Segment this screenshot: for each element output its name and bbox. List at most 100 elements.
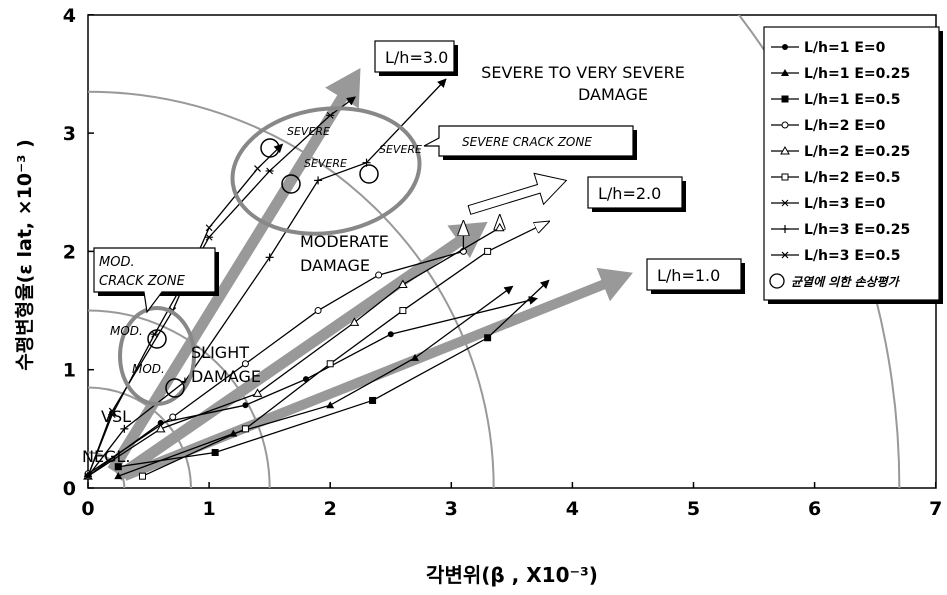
series-point — [155, 423, 166, 433]
series-point — [242, 402, 249, 409]
legend-marker — [780, 145, 790, 155]
crack-marker — [165, 378, 185, 398]
legend-label: L/h=2 E=0 — [804, 118, 886, 134]
series-point — [252, 388, 263, 397]
legend-crack-marker — [769, 273, 785, 289]
legend-label: L/h=1 E=0 — [804, 40, 886, 56]
legend-label: L/h=2 E=0.25 — [804, 144, 910, 160]
series-point — [387, 331, 394, 338]
legend-label: L/h=3 E=0.25 — [804, 222, 910, 238]
point-label-mod-2: MOD. — [132, 362, 165, 376]
callout-lh2-text: L/h=2.0 — [598, 184, 661, 203]
zone-label-moderate-2: DAMAGE — [300, 256, 370, 275]
series-point — [211, 449, 219, 457]
callout-mod-crack — [93, 247, 216, 314]
legend-label: L/h=1 E=0.25 — [804, 66, 910, 82]
x-tick-label: 2 — [324, 498, 337, 520]
point-label-severe-3: SEVERE — [379, 143, 422, 156]
series-point — [241, 360, 249, 368]
series-point — [84, 472, 92, 480]
series-point — [241, 425, 249, 433]
severe-crack-zone-ellipse — [230, 106, 422, 236]
series-point — [114, 463, 122, 471]
series-line — [142, 222, 548, 477]
crack-marker — [359, 164, 379, 184]
x-tick-label: 1 — [202, 498, 215, 520]
series-point — [397, 279, 408, 289]
x-tick-label: 6 — [808, 498, 821, 520]
x-tick-label: 3 — [445, 498, 458, 520]
axis-ticks: 0 1 2 3 4 5 6 7 0 1 2 3 4 — [63, 5, 943, 520]
series-point — [266, 167, 274, 175]
zone-label-severe: SEVERE TO VERY SEVERE — [481, 63, 685, 82]
damage-boundary — [88, 90, 495, 488]
crack-marker — [260, 138, 280, 158]
series-lines — [83, 78, 550, 481]
zone-label-severe-2: DAMAGE — [578, 85, 648, 104]
callout-mod-crack-text-2: CRACK ZONE — [99, 274, 186, 289]
series-point — [484, 334, 492, 342]
x-tick-label: 4 — [566, 498, 579, 520]
series-point — [369, 396, 377, 404]
series-point — [205, 233, 213, 241]
callout-mod-crack-text-1: MOD. — [99, 255, 135, 270]
legend-label: L/h=2 E=0.5 — [804, 170, 900, 186]
y-tick-label: 2 — [63, 241, 76, 263]
callout-lh3-text: L/h=3.0 — [385, 48, 448, 67]
y-tick-label: 4 — [63, 5, 76, 27]
legend-label: L/h=1 E=0.5 — [804, 92, 900, 108]
series-point — [205, 224, 213, 232]
series-line — [118, 279, 550, 468]
series-point — [349, 317, 360, 326]
series-point — [138, 472, 146, 480]
legend-marker — [782, 44, 788, 50]
y-tick-label: 0 — [63, 478, 76, 500]
series-point — [484, 247, 492, 255]
zone-label-negl: NEGL. — [82, 447, 130, 466]
series-point — [108, 407, 116, 415]
series-line — [87, 296, 539, 477]
series-point — [151, 330, 158, 338]
callout-lh3 — [374, 40, 455, 73]
series-point — [326, 360, 334, 368]
trend-arrow — [107, 68, 361, 474]
zone-label-slight: SLIGHT — [191, 343, 249, 362]
zone-label-vsl: VSL — [101, 407, 131, 426]
series-point — [254, 165, 261, 173]
series-point — [399, 307, 407, 315]
legend-label: L/h=3 E=0 — [804, 196, 886, 212]
legend-label: L/h=3 E=0.5 — [804, 248, 900, 264]
series-point — [169, 413, 177, 421]
x-axis-title: 각변위(β , X10⁻³) — [426, 563, 598, 587]
legend-marker — [781, 199, 789, 207]
x-tick-label: 5 — [687, 498, 700, 520]
callout-severe-crack-text: SEVERE CRACK ZONE — [462, 135, 592, 149]
zone-label-slight-2: DAMAGE — [191, 367, 261, 386]
legend-marker — [781, 121, 789, 129]
legend: L/h=1 E=0 L/h=1 E=0.25 L/h=1 E=0.5 L/h=2 E=… — [763, 26, 943, 304]
legend-marker — [781, 69, 789, 76]
series-point — [326, 111, 334, 119]
callout-severe-crack — [423, 125, 634, 157]
series-point — [314, 307, 322, 315]
series-point — [326, 401, 335, 409]
series-point — [410, 353, 419, 361]
crack-marker — [281, 174, 301, 194]
y-axis-title: 수평변형율(ε lat, ×10⁻³ ) — [14, 139, 36, 371]
legend-marker — [781, 173, 789, 181]
legend-crack-marker-label: 균열에 의한 손상평가 — [791, 275, 901, 289]
trend-arrow — [115, 221, 488, 481]
damage-boundary — [88, 386, 192, 488]
point-label-mod-1: MOD. — [110, 324, 143, 338]
y-tick-label: 1 — [63, 360, 76, 382]
crack-marker — [147, 329, 167, 349]
series-point — [375, 271, 383, 279]
zone-label-moderate: MODERATE — [300, 232, 389, 251]
point-label-severe-2: SEVERE — [304, 157, 347, 170]
series-point — [114, 472, 123, 480]
series-point — [494, 222, 505, 232]
mod-crack-zone-ellipse — [118, 306, 196, 406]
legend-marker — [781, 251, 789, 259]
